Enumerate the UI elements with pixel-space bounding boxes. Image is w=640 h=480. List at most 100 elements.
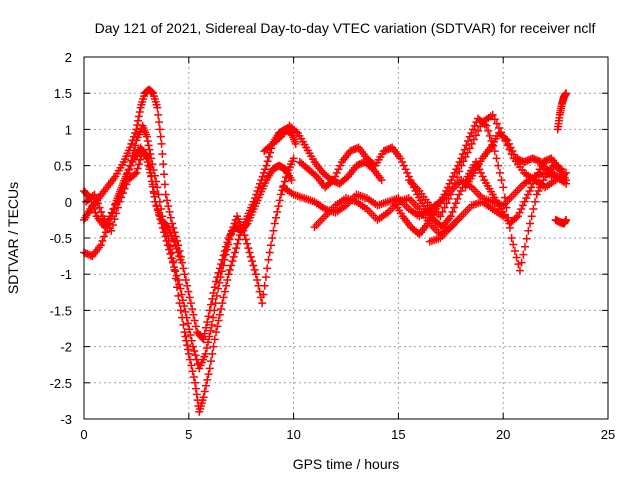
data-point xyxy=(184,287,193,296)
data-point xyxy=(442,199,451,208)
x-tick-label: 15 xyxy=(391,427,405,442)
data-point xyxy=(440,190,449,199)
data-point xyxy=(450,203,459,212)
data-point xyxy=(219,293,228,302)
data-point xyxy=(259,290,268,299)
data-point xyxy=(264,255,273,264)
data-point xyxy=(157,139,166,148)
data-point xyxy=(144,141,153,150)
data-point xyxy=(210,335,219,344)
data-point xyxy=(207,320,216,329)
data-point xyxy=(512,213,521,222)
data-point xyxy=(263,264,272,273)
data-point xyxy=(208,294,217,303)
data-point xyxy=(287,176,296,185)
data-point xyxy=(155,118,164,127)
data-point xyxy=(505,139,514,148)
data-point xyxy=(128,157,137,166)
data-point xyxy=(527,183,536,192)
data-point xyxy=(176,306,185,315)
x-tick-label: 25 xyxy=(601,427,615,442)
data-point xyxy=(93,199,102,208)
y-tick-label: 1.5 xyxy=(54,86,72,101)
data-point xyxy=(215,310,224,319)
data-point xyxy=(143,136,152,145)
data-point xyxy=(510,150,519,159)
data-point xyxy=(562,89,571,98)
data-point xyxy=(133,164,142,173)
data-point xyxy=(241,235,250,244)
data-point xyxy=(199,393,208,402)
data-point xyxy=(251,270,260,279)
data-point xyxy=(451,199,460,208)
data-point xyxy=(537,179,546,188)
data-point xyxy=(173,275,182,284)
data-point xyxy=(553,172,562,181)
data-point xyxy=(200,387,209,396)
data-point xyxy=(518,201,527,210)
data-point xyxy=(269,226,278,235)
data-point xyxy=(261,165,270,174)
data-point xyxy=(191,322,200,331)
data-point xyxy=(277,190,286,199)
data-point xyxy=(153,205,162,214)
data-point xyxy=(271,213,280,222)
data-point xyxy=(262,161,271,170)
data-point xyxy=(471,131,480,140)
data-point xyxy=(177,290,186,299)
data-point xyxy=(490,147,499,156)
data-point xyxy=(165,245,174,254)
data-point xyxy=(203,375,212,384)
data-point xyxy=(562,215,571,224)
data-point xyxy=(189,373,198,382)
data-point xyxy=(266,241,275,250)
data-point xyxy=(154,190,163,199)
data-point xyxy=(125,165,134,174)
x-tick-label: 10 xyxy=(286,427,300,442)
data-point xyxy=(153,103,162,112)
data-point xyxy=(188,367,197,376)
data-point xyxy=(204,370,213,379)
data-point xyxy=(224,270,233,279)
data-point xyxy=(126,143,135,152)
data-point xyxy=(485,131,494,140)
data-point xyxy=(216,273,225,282)
data-point xyxy=(455,157,464,166)
data-point xyxy=(533,168,542,177)
data-point xyxy=(168,258,177,267)
data-point xyxy=(480,120,489,129)
data-point xyxy=(131,129,140,138)
data-point xyxy=(452,165,461,174)
data-point xyxy=(163,241,172,250)
data-point xyxy=(210,306,219,315)
data-point xyxy=(501,134,510,143)
data-point xyxy=(217,304,226,313)
data-point xyxy=(170,237,179,246)
series-arc-14 xyxy=(425,197,508,246)
data-point xyxy=(187,361,196,370)
data-point xyxy=(183,319,192,328)
data-point xyxy=(107,226,116,235)
data-point xyxy=(453,161,462,170)
data-point xyxy=(249,261,258,270)
data-point xyxy=(517,205,526,214)
data-point xyxy=(458,150,467,159)
data-point xyxy=(95,203,104,212)
data-point xyxy=(401,165,410,174)
series-arc-3 xyxy=(80,143,298,373)
data-point xyxy=(209,342,218,351)
data-point xyxy=(490,115,499,124)
data-point xyxy=(200,329,209,338)
data-point xyxy=(111,199,120,208)
data-point xyxy=(134,112,143,121)
data-point xyxy=(527,212,536,221)
data-point xyxy=(112,209,121,218)
data-point xyxy=(291,139,300,148)
data-point xyxy=(492,119,501,128)
data-point xyxy=(183,281,192,290)
data-point xyxy=(222,245,231,254)
data-point xyxy=(215,278,224,287)
data-point xyxy=(186,331,195,340)
data-point xyxy=(282,173,291,182)
data-point xyxy=(274,202,283,211)
